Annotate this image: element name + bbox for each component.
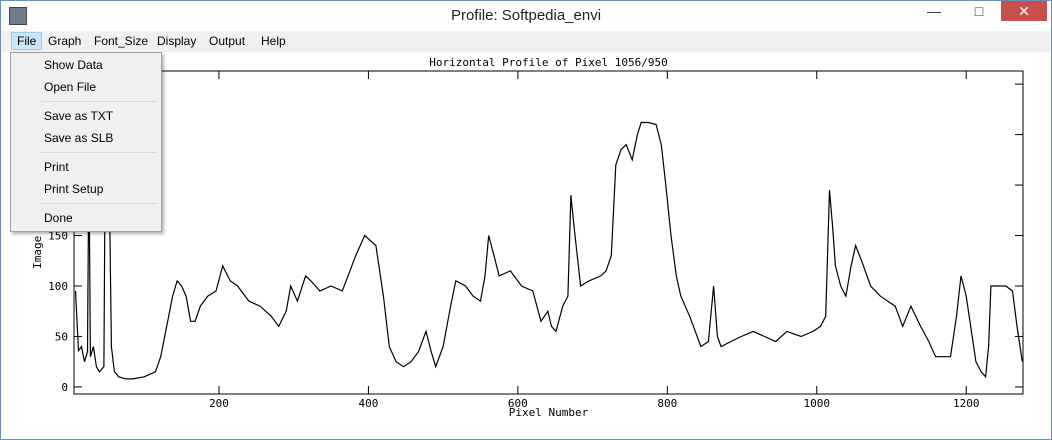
y-tick-label: 150 bbox=[48, 230, 68, 243]
menu-bar: File Graph Font_Size Display Output Help bbox=[1, 31, 1051, 52]
menu-option[interactable]: Save as SLB bbox=[44, 131, 114, 145]
menu-item[interactable]: File bbox=[11, 32, 43, 50]
menu-item[interactable]: Help bbox=[261, 34, 286, 48]
menu-option[interactable]: Save as TXT bbox=[44, 109, 114, 123]
close-button[interactable]: ✕ bbox=[1001, 1, 1047, 21]
chart-title: Horizontal Profile of Pixel 1056/950 bbox=[429, 56, 667, 69]
menu-option[interactable]: Print bbox=[44, 160, 69, 174]
x-tick-label: 600 bbox=[508, 397, 528, 410]
x-tick-label: 400 bbox=[358, 397, 378, 410]
minimize-button[interactable]: — bbox=[927, 3, 941, 19]
app-icon bbox=[9, 7, 27, 25]
menu-option[interactable]: Print Setup bbox=[44, 182, 104, 196]
x-tick-label: 1000 bbox=[804, 397, 831, 410]
x-tick-label: 200 bbox=[209, 397, 229, 410]
file-dropdown: Show Data Open File Save as TXT Save as … bbox=[10, 52, 162, 232]
x-axis-label: Pixel Number bbox=[509, 406, 589, 419]
menu-item[interactable]: Output bbox=[209, 34, 246, 48]
menu-option[interactable]: Show Data bbox=[44, 58, 103, 72]
x-tick-label: 800 bbox=[657, 397, 677, 410]
title-bar: Profile: Softpedia_envi — □ ✕ bbox=[1, 1, 1051, 31]
profile-line bbox=[74, 114, 1023, 380]
y-tick-label: 0 bbox=[61, 381, 68, 394]
x-tick-label: 1200 bbox=[953, 397, 980, 410]
separator bbox=[41, 203, 157, 204]
maximize-button[interactable]: □ bbox=[974, 3, 984, 19]
separator bbox=[41, 101, 157, 102]
menu-item[interactable]: Graph bbox=[48, 34, 82, 48]
separator bbox=[41, 152, 157, 153]
menu-option[interactable]: Done bbox=[44, 211, 73, 225]
window-title: Profile: Softpedia_envi bbox=[450, 7, 602, 24]
menu-item[interactable]: Font_Size bbox=[94, 34, 149, 48]
y-tick-label: 100 bbox=[48, 280, 68, 293]
menu-item[interactable]: Display bbox=[157, 34, 197, 48]
plot-frame bbox=[73, 70, 1024, 395]
menu-option[interactable]: Open File bbox=[44, 80, 97, 94]
y-tick-label: 50 bbox=[55, 330, 68, 343]
